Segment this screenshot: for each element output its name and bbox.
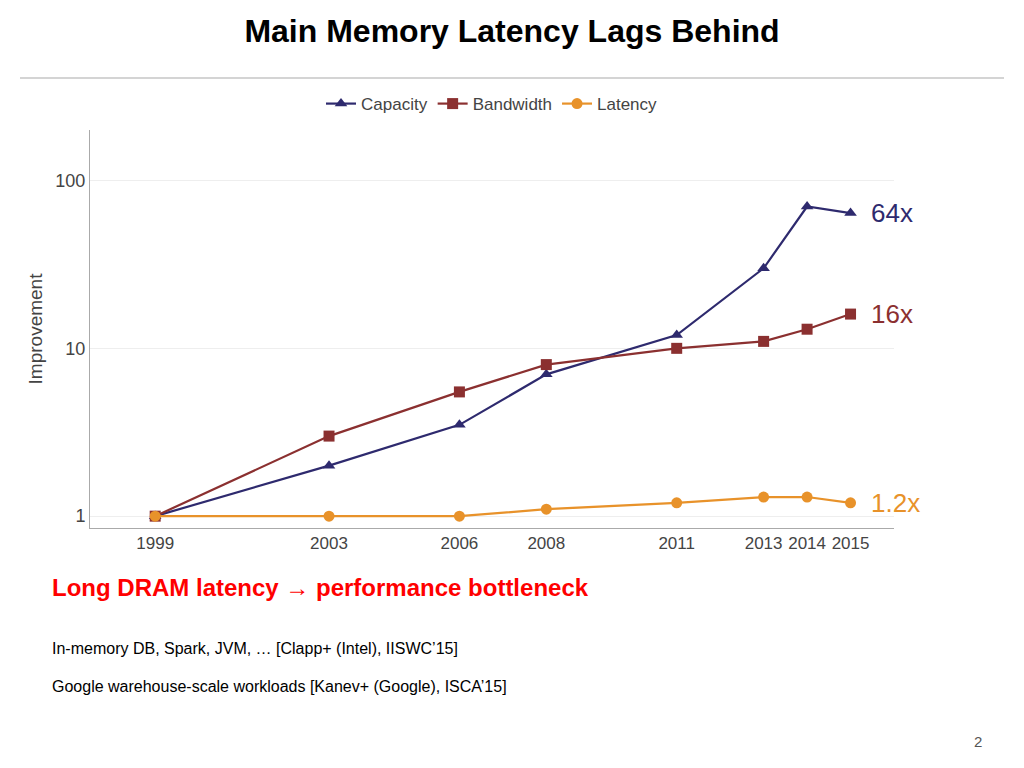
svg-text:1: 1 [75,506,85,526]
svg-text:Main Memory Latency Lags Behin: Main Memory Latency Lags Behind [244,13,779,49]
svg-text:2006: 2006 [440,534,478,553]
svg-text:Capacity: Capacity [361,95,428,114]
svg-text:16x: 16x [871,299,913,329]
svg-text:Latency: Latency [597,95,657,114]
svg-text:10: 10 [65,339,85,359]
svg-text:Bandwidth: Bandwidth [473,95,552,114]
svg-text:2013: 2013 [745,534,783,553]
svg-text:2003: 2003 [310,534,348,553]
svg-text:64x: 64x [871,198,913,228]
svg-text:100: 100 [55,171,85,191]
svg-text:2: 2 [974,733,982,750]
svg-text:2015: 2015 [832,534,870,553]
svg-text:1.2x: 1.2x [871,488,920,518]
svg-text:1999: 1999 [136,534,174,553]
svg-text:In-memory DB, Spark, JVM, … [C: In-memory DB, Spark, JVM, … [Clapp+ (Int… [52,640,458,657]
svg-text:Long DRAM latency → performanc: Long DRAM latency → performance bottlene… [52,574,589,601]
svg-text:2014: 2014 [788,534,826,553]
svg-text:Google warehouse-scale workloa: Google warehouse-scale workloads [Kanev+… [52,678,507,695]
svg-text:2008: 2008 [527,534,565,553]
svg-text:2011: 2011 [658,534,695,553]
svg-text:Improvement: Improvement [25,273,46,385]
